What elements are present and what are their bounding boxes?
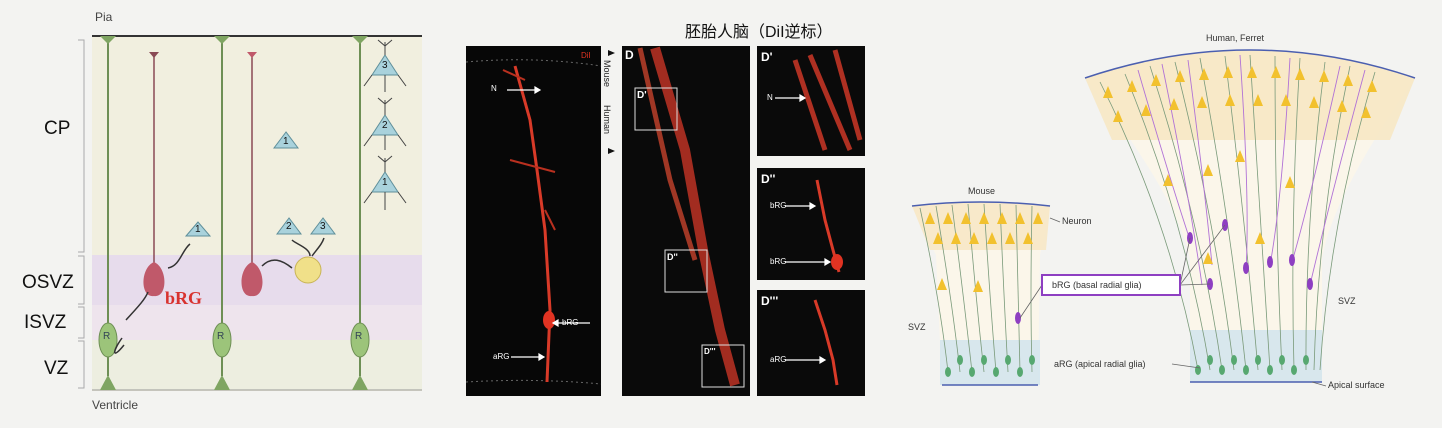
label-brg-inset-1: bRG <box>770 201 787 210</box>
mouse-title: Mouse <box>968 186 996 196</box>
label-brg-main: bRG <box>562 318 579 327</box>
neuron-label: Neuron <box>1062 216 1092 226</box>
neuron-number-1: 1 <box>195 224 201 235</box>
dii-title: 胚胎人脑（DiI逆标） <box>685 24 833 41</box>
label-arg-inset: aRG <box>770 355 787 364</box>
apical-radial-glia-fibers <box>107 36 361 330</box>
neuron-number-2: 1 <box>283 136 289 147</box>
layer-neuron-number-1: 1 <box>382 177 388 188</box>
layer-osvz-label: OSVZ <box>22 272 74 293</box>
inset-box-d3 <box>701 344 745 388</box>
pia-label: Pia <box>95 10 113 24</box>
ventricle-label: Ventricle <box>92 398 139 412</box>
isvz-bracket <box>78 306 85 339</box>
arg-label: aRG (apical radial glia) <box>1054 359 1146 369</box>
svz-label-human: SVZ <box>1338 296 1356 306</box>
label-n-inset: N <box>767 93 773 102</box>
osvz-bracket <box>78 255 85 305</box>
mouse-fibers <box>919 203 1033 373</box>
neuron-number-4: 3 <box>320 221 326 232</box>
side-label-mouse: Mouse <box>602 60 612 88</box>
dii-label: DiI <box>581 51 591 60</box>
microscopy-images <box>465 46 865 396</box>
box-letter-d3: D''' <box>704 347 716 356</box>
species-comparison-panel: Human, Ferret Mouse Neuron SVZ SVZ bRG (… <box>890 0 1442 428</box>
panel-letter-d2: D'' <box>761 172 776 186</box>
label-connectors <box>1019 217 1327 387</box>
dii-tracing-panel: 胚胎人脑（DiI逆标） <box>455 0 875 428</box>
human-neurons <box>1103 66 1377 264</box>
inset-box-d2 <box>664 249 708 293</box>
panel-letter-d: D <box>625 48 634 62</box>
vz-bracket <box>78 340 85 389</box>
human-arg <box>1195 355 1309 375</box>
brg-label-box <box>1041 274 1181 296</box>
rg-letter-2: R <box>217 331 225 342</box>
label-arg-main: aRG <box>493 352 510 361</box>
rg-letter-3: R <box>355 331 363 342</box>
cp-bracket <box>78 39 85 253</box>
arg-cell-bodies <box>98 322 370 358</box>
box-letter-d2: D'' <box>667 252 678 262</box>
brg-cells <box>143 52 263 297</box>
human-vz-band <box>1190 330 1322 382</box>
layer-vz-label: VZ <box>44 358 69 379</box>
left-schematic-panel: Pia Ventricle CP OSVZ ISVZ VZ bRG R R R … <box>0 0 440 428</box>
human-ferret-title: Human, Ferret <box>1206 33 1265 43</box>
dii-image-d <box>622 46 750 396</box>
brg-label: bRG <box>165 288 203 308</box>
layer-neuron-number-3: 3 <box>382 60 388 71</box>
isvz-band <box>92 305 422 340</box>
vz-band <box>92 340 422 390</box>
mouse-neurons <box>925 212 1043 292</box>
panel-letter-d3: D''' <box>761 294 779 308</box>
inset-image-d2 <box>757 168 865 280</box>
migrating-neurons <box>184 131 336 237</box>
brg-box-label: bRG (basal radial glia) <box>1052 280 1142 290</box>
division-arrows <box>114 237 325 354</box>
layer-cp-label: CP <box>44 118 71 139</box>
brg-fibers <box>1137 54 1366 286</box>
label-n-main: N <box>491 84 497 93</box>
side-label-human: Human <box>602 105 612 135</box>
intermediate-progenitor <box>294 256 322 284</box>
mouse-arg <box>945 355 1035 377</box>
inset-box-d1 <box>634 87 678 131</box>
panel-letter-d1: D' <box>761 50 773 64</box>
layer-isvz-label: ISVZ <box>24 312 67 333</box>
rg-letter-1: R <box>103 331 111 342</box>
box-letter-d1: D' <box>637 90 647 101</box>
apical-surface-label: Apical surface <box>1328 380 1385 390</box>
end-feet <box>100 36 368 390</box>
label-brg-inset-2: bRG <box>770 257 787 266</box>
layered-neurons <box>363 39 407 210</box>
svz-label-mouse: SVZ <box>908 322 926 332</box>
inset-image-d3 <box>757 290 865 396</box>
neuron-number-3: 2 <box>286 221 292 232</box>
layer-neuron-number-2: 2 <box>382 120 388 131</box>
dii-image-main <box>466 46 601 396</box>
mouse-vz-band <box>940 340 1040 385</box>
left-schematic-drawing <box>78 35 422 391</box>
annotation-arrows <box>507 85 832 365</box>
species-comparison-drawing <box>911 49 1416 387</box>
